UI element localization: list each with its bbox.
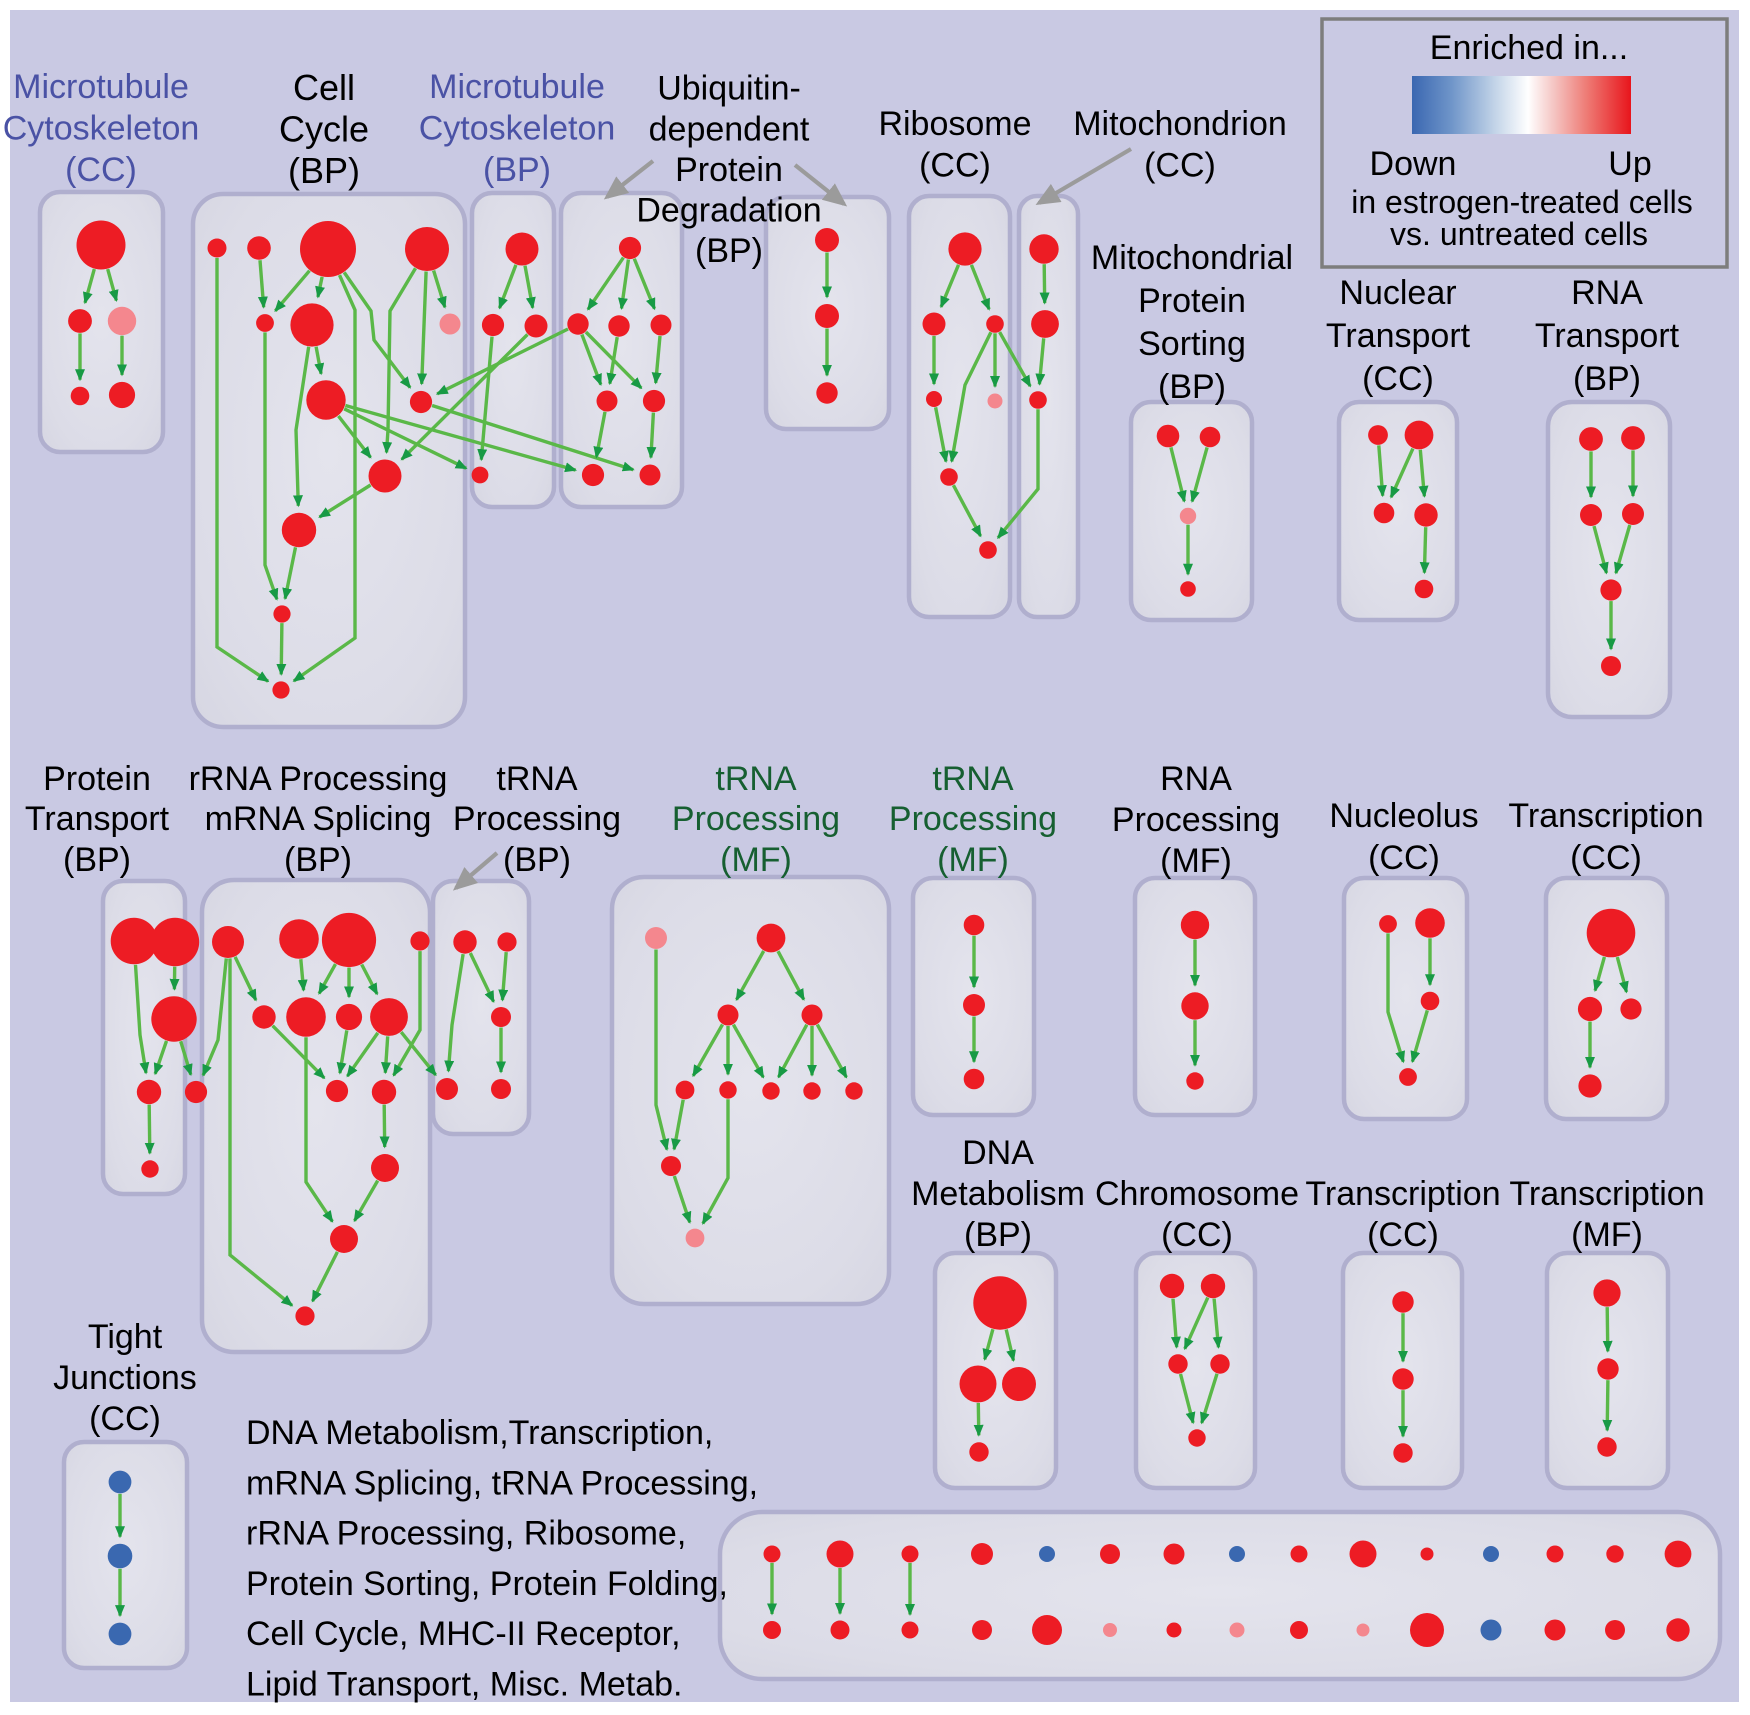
svg-text:Cytoskeleton: Cytoskeleton <box>419 110 616 148</box>
svg-text:mRNA Splicing, tRNA Processing: mRNA Splicing, tRNA Processing, <box>246 1464 758 1502</box>
svg-text:(BP): (BP) <box>1158 368 1226 406</box>
svg-text:(BP): (BP) <box>63 841 131 879</box>
svg-text:Ribosome: Ribosome <box>878 105 1031 143</box>
svg-text:(BP): (BP) <box>284 841 352 879</box>
svg-text:Cytoskeleton: Cytoskeleton <box>3 110 200 148</box>
svg-text:(CC): (CC) <box>1368 839 1440 877</box>
svg-text:Ubiquitin-: Ubiquitin- <box>657 70 801 108</box>
svg-text:(BP): (BP) <box>695 232 763 270</box>
svg-text:(BP): (BP) <box>964 1216 1032 1254</box>
svg-text:Processing: Processing <box>1112 801 1280 839</box>
svg-text:Up: Up <box>1608 145 1651 183</box>
svg-text:Microtubule: Microtubule <box>429 68 605 106</box>
svg-text:Processing: Processing <box>672 800 840 838</box>
svg-text:Transport: Transport <box>1326 317 1471 355</box>
svg-text:Nucleolus: Nucleolus <box>1329 797 1478 835</box>
svg-text:tRNA: tRNA <box>932 760 1014 798</box>
svg-text:Transport: Transport <box>25 800 170 838</box>
svg-text:(CC): (CC) <box>919 147 991 185</box>
svg-text:DNA Metabolism,Transcription,: DNA Metabolism,Transcription, <box>246 1414 713 1452</box>
svg-text:RNA: RNA <box>1571 274 1643 312</box>
svg-text:Transcription: Transcription <box>1305 1175 1500 1213</box>
svg-text:Processing: Processing <box>889 800 1057 838</box>
svg-text:Microtubule: Microtubule <box>13 68 189 106</box>
svg-text:(CC): (CC) <box>1161 1216 1233 1254</box>
svg-text:(MF): (MF) <box>1160 842 1232 880</box>
svg-text:Metabolism: Metabolism <box>911 1175 1085 1213</box>
svg-text:mRNA Splicing: mRNA Splicing <box>205 800 432 838</box>
svg-text:in estrogen-treated cells: in estrogen-treated cells <box>1351 184 1693 220</box>
svg-text:Mitochondrion: Mitochondrion <box>1073 105 1287 143</box>
svg-text:Protein: Protein <box>675 151 783 189</box>
svg-text:tRNA: tRNA <box>715 760 797 798</box>
svg-text:Degradation: Degradation <box>636 192 821 230</box>
svg-text:(BP): (BP) <box>288 150 360 191</box>
svg-text:RNA: RNA <box>1160 760 1232 798</box>
svg-text:DNA: DNA <box>962 1134 1034 1172</box>
svg-text:Cell Cycle, MHC-II Receptor,: Cell Cycle, MHC-II Receptor, <box>246 1615 681 1653</box>
svg-text:Tight: Tight <box>88 1318 163 1356</box>
svg-text:Chromosome: Chromosome <box>1095 1175 1299 1213</box>
svg-text:Transcription: Transcription <box>1508 797 1703 835</box>
svg-text:(MF): (MF) <box>1571 1216 1643 1254</box>
svg-text:Cycle: Cycle <box>279 109 369 150</box>
svg-text:Mitochondrial: Mitochondrial <box>1091 239 1293 277</box>
svg-text:Protein: Protein <box>43 760 151 798</box>
svg-text:Processing: Processing <box>453 800 621 838</box>
svg-text:rRNA Processing, Ribosome,: rRNA Processing, Ribosome, <box>246 1515 686 1553</box>
svg-text:(CC): (CC) <box>89 1400 161 1438</box>
svg-text:Sorting: Sorting <box>1138 325 1246 363</box>
svg-text:Junctions: Junctions <box>53 1359 197 1397</box>
svg-text:rRNA Processing: rRNA Processing <box>189 760 448 798</box>
svg-text:(BP): (BP) <box>503 841 571 879</box>
svg-text:tRNA: tRNA <box>496 760 578 798</box>
svg-text:(CC): (CC) <box>1144 147 1216 185</box>
svg-text:(BP): (BP) <box>483 151 551 189</box>
svg-text:vs. untreated cells: vs. untreated cells <box>1390 216 1648 252</box>
svg-text:(CC): (CC) <box>1367 1216 1439 1254</box>
svg-text:Transport: Transport <box>1535 317 1680 355</box>
svg-text:(MF): (MF) <box>720 841 792 879</box>
svg-text:Protein Sorting, Protein Foldi: Protein Sorting, Protein Folding, <box>246 1565 728 1603</box>
svg-text:dependent: dependent <box>649 111 810 149</box>
svg-text:(CC): (CC) <box>1570 839 1642 877</box>
svg-text:Protein: Protein <box>1138 282 1246 320</box>
svg-text:(CC): (CC) <box>65 151 137 189</box>
svg-text:Nuclear: Nuclear <box>1339 274 1456 312</box>
svg-text:Cell: Cell <box>293 67 355 108</box>
svg-text:(MF): (MF) <box>937 841 1009 879</box>
svg-text:Transcription: Transcription <box>1509 1175 1704 1213</box>
svg-text:(BP): (BP) <box>1573 360 1641 398</box>
svg-text:Enriched in...: Enriched in... <box>1430 29 1628 67</box>
svg-text:(CC): (CC) <box>1362 360 1434 398</box>
svg-text:Lipid Transport, Misc. Metab.: Lipid Transport, Misc. Metab. <box>246 1666 683 1704</box>
svg-text:Down: Down <box>1370 145 1457 183</box>
